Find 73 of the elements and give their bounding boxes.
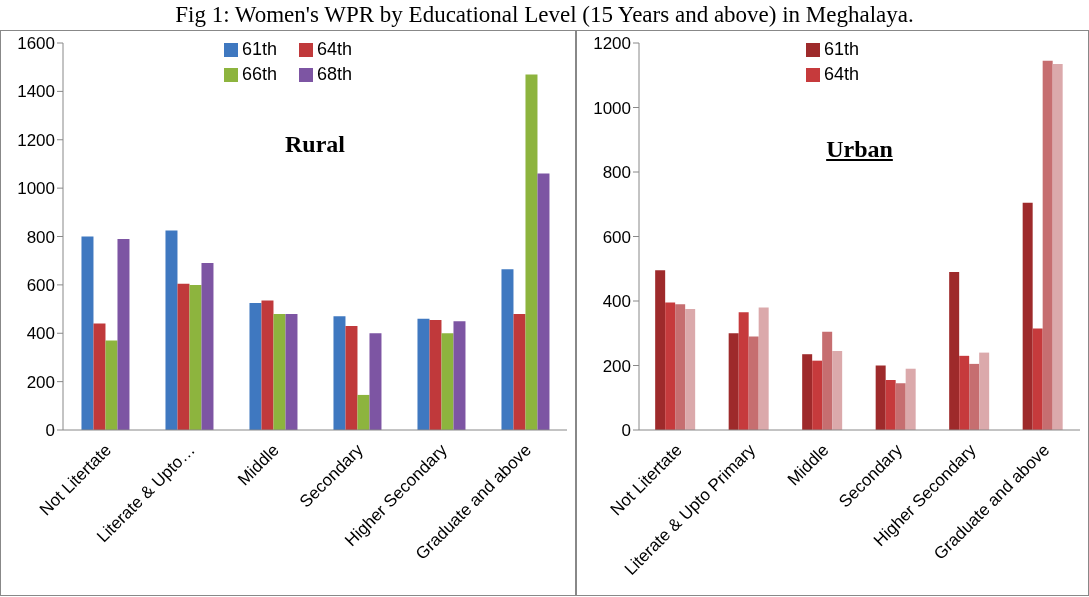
bar [249, 303, 262, 430]
bar [537, 173, 550, 430]
y-tick-label: 1200 [17, 130, 55, 150]
legend-label: 61th [823, 39, 860, 60]
bar [261, 300, 274, 430]
bar [895, 383, 906, 430]
bar [949, 271, 960, 430]
bar [513, 313, 526, 430]
bar [201, 263, 214, 430]
y-tick-label: 0 [45, 421, 55, 441]
bar [369, 333, 382, 430]
bar [525, 74, 538, 430]
bar [117, 238, 130, 430]
bar [105, 340, 118, 430]
bar [417, 318, 430, 430]
y-tick-label: 1200 [593, 34, 631, 54]
bar [832, 350, 843, 430]
bar [357, 394, 370, 430]
legend-label: 64th [823, 64, 860, 85]
bar [875, 365, 886, 430]
bar [822, 331, 833, 430]
y-tick-label: 200 [26, 372, 55, 392]
bar [1042, 60, 1053, 430]
bar [885, 380, 896, 430]
bar [453, 321, 466, 430]
bar [429, 319, 442, 430]
bar [748, 336, 759, 430]
legend-label: 64th [317, 39, 353, 60]
legend-label: 66th [241, 64, 277, 85]
bar [802, 354, 813, 430]
chart-title: Fig 1: Women's WPR by Educational Level (15 Years and above) in Meghalaya. [174, 1, 915, 29]
bar [81, 236, 94, 430]
bar [177, 283, 190, 430]
bar [333, 316, 346, 430]
bar [165, 230, 178, 430]
bar [501, 269, 514, 430]
bar [728, 333, 739, 430]
y-tick-label: 1000 [17, 179, 55, 199]
bar [905, 368, 916, 430]
y-tick-label: 200 [602, 356, 631, 376]
bar [685, 309, 696, 430]
y-tick-label: 1000 [593, 98, 631, 118]
y-tick-label: 1400 [17, 82, 55, 102]
y-tick-label: 800 [602, 163, 631, 183]
text: Rural [284, 131, 346, 158]
y-tick-label: 800 [26, 227, 55, 247]
y-tick-label: 400 [26, 324, 55, 344]
bar [441, 333, 454, 430]
bar [758, 307, 769, 430]
legend-label: 61th [241, 39, 277, 60]
y-tick-label: 600 [26, 275, 55, 295]
bar [959, 355, 970, 430]
bar [189, 284, 202, 430]
bar [273, 313, 286, 430]
bar [812, 360, 823, 430]
bar [665, 302, 676, 430]
legend-label: 68th [317, 64, 353, 85]
bar [345, 325, 358, 430]
bar [285, 313, 298, 430]
text: Urban [825, 136, 894, 163]
y-tick-label: 0 [621, 421, 631, 441]
bar [655, 270, 666, 430]
y-tick-label: 1600 [17, 34, 55, 54]
bar [675, 304, 686, 430]
y-tick-label: 600 [602, 227, 631, 247]
bar [738, 312, 749, 430]
y-tick-label: 400 [602, 292, 631, 312]
bar [979, 352, 990, 430]
bar [1032, 328, 1043, 430]
bar [1022, 202, 1033, 430]
bar [93, 323, 106, 430]
bar [969, 363, 980, 430]
bar [1052, 63, 1063, 430]
